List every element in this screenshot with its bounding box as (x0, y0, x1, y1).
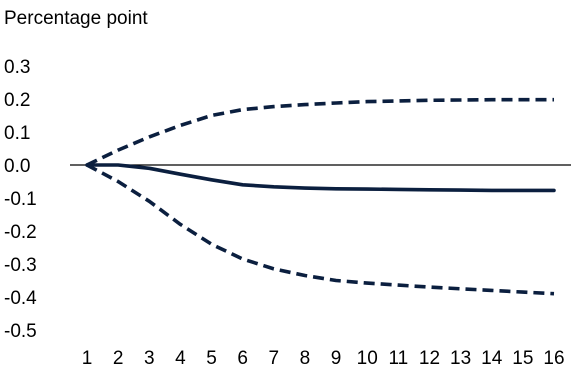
x-tick-label: 2 (113, 348, 124, 369)
x-tick-label: 13 (450, 348, 471, 369)
x-tick-label: 4 (175, 348, 186, 369)
x-tick-label: 14 (481, 348, 503, 369)
x-tick-label: 10 (357, 348, 378, 369)
y-tick-label: 0.1 (4, 123, 30, 144)
series-lines (85, 97, 556, 296)
x-tick-label: 6 (237, 348, 248, 369)
x-tick-label: 3 (144, 348, 155, 369)
y-tick-label: 0.2 (4, 90, 30, 111)
x-tick-label: 7 (269, 348, 280, 369)
x-tick-label: 12 (419, 348, 440, 369)
y-tick-label: 0.0 (4, 156, 30, 177)
y-tick-label: -0.5 (4, 321, 37, 342)
dashed-series-line (86, 97, 554, 167)
x-tick-label: 1 (82, 348, 93, 369)
x-tick-label: 11 (388, 348, 408, 369)
y-tick-label: -0.2 (4, 222, 37, 243)
y-tick-label: -0.1 (4, 189, 37, 210)
y-tick-labels: 0.3 0.2 0.1 0.0 -0.1 -0.2 -0.3 -0.4 -0.5 (4, 57, 37, 342)
y-axis-label: Percentage point (4, 8, 148, 29)
x-tick-label: 5 (206, 348, 217, 369)
y-tick-label: 0.3 (4, 57, 30, 78)
solid-series-line (85, 163, 556, 193)
y-tick-label: -0.4 (4, 288, 37, 309)
x-tick-label: 9 (331, 348, 342, 369)
x-tick-label: 15 (512, 348, 533, 369)
x-tick-labels: 1 2 3 4 5 6 7 8 9 10 11 12 13 14 15 16 (82, 348, 565, 369)
y-tick-label: -0.3 (4, 255, 37, 276)
x-tick-label: 16 (543, 348, 564, 369)
x-tick-label: 8 (300, 348, 311, 369)
dashed-series-line (86, 163, 555, 296)
